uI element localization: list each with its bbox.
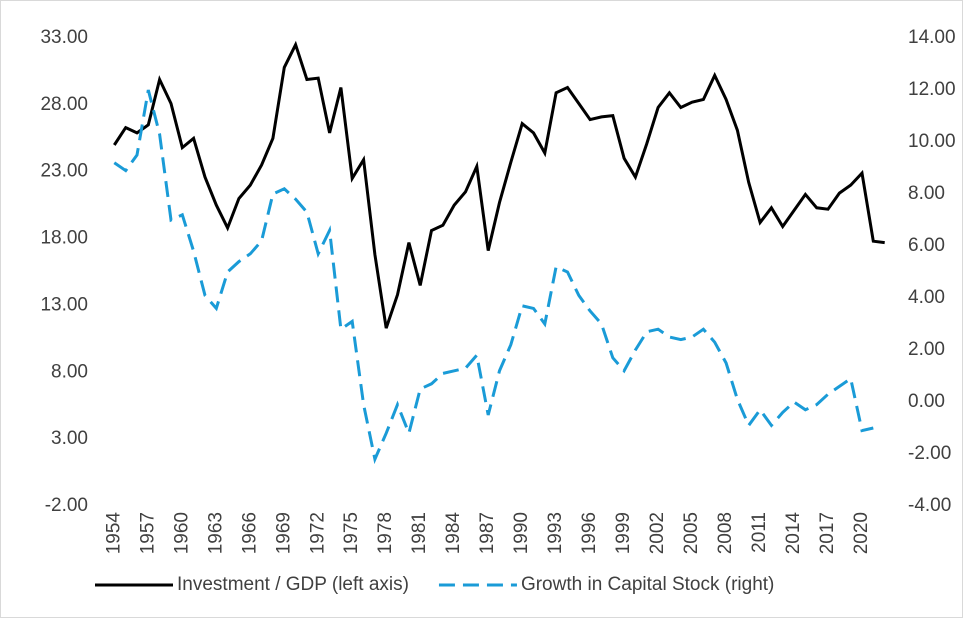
y2-tick-label: 0.00 <box>908 391 945 412</box>
x-tick-label: 2008 <box>715 512 736 554</box>
x-tick-label: 1969 <box>273 512 294 554</box>
x-tick-label: 1990 <box>511 512 532 554</box>
y-tick-label: 23.00 <box>40 161 88 182</box>
x-tick-label: 1954 <box>103 512 124 555</box>
x-tick-label: 2005 <box>681 512 702 554</box>
x-tick-label: 2017 <box>817 512 838 554</box>
y-tick-label: 33.00 <box>40 27 88 48</box>
y2-tick-label: -2.00 <box>908 443 951 464</box>
x-tick-label: 1999 <box>613 512 634 554</box>
y2-tick-label: 8.00 <box>908 183 945 204</box>
y-tick-label: 28.00 <box>40 94 88 115</box>
y2-tick-label: 12.00 <box>908 79 956 100</box>
y-tick-label: 3.00 <box>51 428 88 449</box>
series-line <box>113 40 885 329</box>
series-line <box>113 89 874 465</box>
x-tick-label: 1978 <box>375 512 396 554</box>
y2-tick-label: 6.00 <box>908 235 945 256</box>
x-tick-label: 1996 <box>579 512 600 554</box>
x-tick-label: 1987 <box>477 512 498 554</box>
x-tick-label: 2020 <box>851 512 872 554</box>
x-tick-label: 1963 <box>205 512 226 554</box>
y-tick-label: -2.00 <box>45 495 88 516</box>
x-tick-label: 1993 <box>545 512 566 554</box>
x-tick-label: 1975 <box>341 512 362 554</box>
x-tick-label: 2002 <box>647 512 668 554</box>
x-tick-label: 1984 <box>443 512 464 555</box>
x-tick-label: 2011 <box>749 512 770 553</box>
legend-label: Investment / GDP (left axis) <box>177 574 409 595</box>
x-tick-label: 2014 <box>783 512 804 555</box>
y-tick-label: 13.00 <box>40 294 88 315</box>
x-tick-label: 1966 <box>239 512 260 554</box>
y-tick-label: 18.00 <box>40 228 88 249</box>
y2-tick-label: 14.00 <box>908 27 956 48</box>
x-tick-label: 1981 <box>409 512 430 554</box>
y-tick-label: 8.00 <box>51 361 88 382</box>
x-tick-label: 1960 <box>171 512 192 554</box>
x-tick-label: 1957 <box>137 512 158 554</box>
y2-tick-label: 4.00 <box>908 287 945 308</box>
y2-tick-label: 2.00 <box>908 339 945 360</box>
y2-tick-label: -4.00 <box>908 495 951 516</box>
legend-label: Growth in Capital Stock (right) <box>521 574 774 595</box>
y2-tick-label: 10.00 <box>908 131 956 152</box>
x-tick-label: 1972 <box>307 512 328 554</box>
